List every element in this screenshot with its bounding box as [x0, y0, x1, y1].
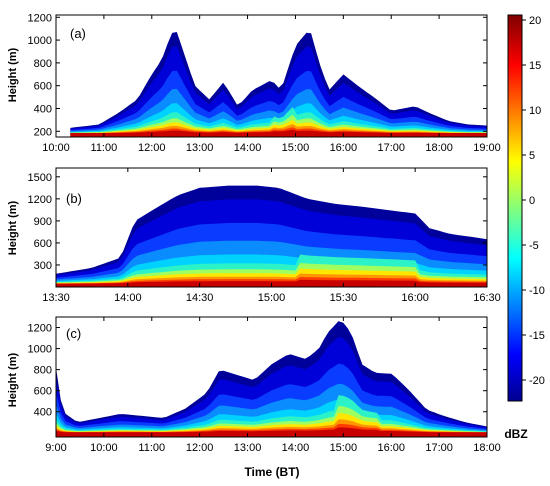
colorbar-ticks: 20 15 10 5 0 -5 -10 -15 -20: [522, 15, 545, 387]
x-axis-label: Time (BT): [244, 465, 299, 479]
x-tick-label: 13:00: [234, 442, 262, 454]
plot-frame: [55, 14, 488, 138]
x-tick-label: 13:00: [186, 142, 214, 154]
x-tick-label: 9:00: [45, 442, 66, 454]
y-tick-label: 300: [34, 260, 52, 272]
y-tick-label: 1500: [28, 172, 52, 184]
colorbar-tick-label: 15: [529, 60, 541, 72]
panel-a: 10:00 11:00 12:00 13:00 14:00 15:00 16:00 17:00…: [28, 12, 501, 154]
echo-layer-10: [56, 427, 487, 437]
x-tick-label: 10:00: [90, 442, 118, 454]
y-axis-label-b: Height (m): [7, 200, 19, 255]
x-tick-label: 14:00: [114, 292, 142, 304]
panel-b: 13:30 14:00 14:30 15:00 15:30 16:00 16:30 300 60…: [28, 167, 501, 304]
colorbar-tick-label: -10: [529, 285, 545, 297]
x-tick-label: 18:00: [473, 442, 501, 454]
panel-label-b: (b): [66, 191, 82, 206]
x-tick-label: 14:00: [282, 442, 310, 454]
x-tick-label: 12:00: [138, 142, 166, 154]
y-tick-label: 800: [34, 58, 52, 70]
y-tick-label: 200: [34, 126, 52, 138]
colorbar: [507, 14, 523, 402]
x-tick-label: 14:00: [234, 142, 262, 154]
x-tick-label: 16:00: [377, 442, 405, 454]
colorbar-tick-label: -5: [529, 240, 539, 252]
panel-label-c: (c): [66, 326, 81, 341]
x-tick-label: 14:30: [186, 292, 214, 304]
colorbar-tick-label: -15: [529, 330, 545, 342]
y-tick-label: 600: [34, 386, 52, 398]
y-axis-label-a: Height (m): [7, 47, 19, 102]
echo-layer-10: [70, 129, 488, 137]
colorbar-tick-label: 0: [529, 195, 535, 207]
y-tick-label: 400: [34, 407, 52, 419]
y-tick-label: 1200: [28, 323, 52, 335]
x-tick-label: 15:00: [330, 442, 358, 454]
y-tick-label: 1000: [28, 344, 52, 356]
colorbar-tick-label: 5: [529, 150, 535, 162]
x-tick-label: 10:00: [42, 142, 70, 154]
x-tick-label: 15:30: [330, 292, 358, 304]
y-tick-label: 1200: [28, 12, 52, 24]
panel-c: 9:00 10:00 11:00 12:00 13:00 14:00 15:00 16:00 1…: [28, 316, 501, 454]
x-tick-label: 18:00: [425, 142, 453, 154]
x-tick-label: 17:00: [377, 142, 405, 154]
colorbar-tick-label: -20: [529, 375, 545, 387]
plot-frame: [55, 316, 488, 438]
x-tick-label: 11:00: [91, 142, 118, 154]
x-tick-label: 13:30: [42, 292, 70, 304]
x-tick-label: 17:00: [425, 442, 453, 454]
x-tick-label: 12:00: [186, 442, 214, 454]
y-tick-label: 800: [34, 365, 52, 377]
y-tick-label: 600: [34, 81, 52, 93]
x-tick-label: 16:30: [473, 292, 501, 304]
colorbar-tick-label: 20: [529, 15, 541, 27]
y-tick-label: 400: [34, 103, 52, 115]
x-tick-label: 16:00: [330, 142, 358, 154]
y-tick-label: 900: [34, 216, 52, 228]
colorbar-tick-label: 10: [529, 105, 541, 117]
y-tick-label: 1200: [28, 194, 52, 206]
panel-label-a: (a): [70, 26, 86, 41]
colorbar-unit: dBZ: [504, 427, 527, 441]
y-tick-label: 1000: [28, 35, 52, 47]
x-tick-label: 16:00: [401, 292, 429, 304]
y-tick-label: 600: [34, 238, 52, 250]
x-tick-label: 11:00: [138, 442, 165, 454]
x-tick-label: 15:00: [258, 292, 286, 304]
x-tick-label: 15:00: [282, 142, 310, 154]
y-axis-label-c: Height (m): [7, 352, 19, 407]
x-tick-label: 19:00: [473, 142, 501, 154]
